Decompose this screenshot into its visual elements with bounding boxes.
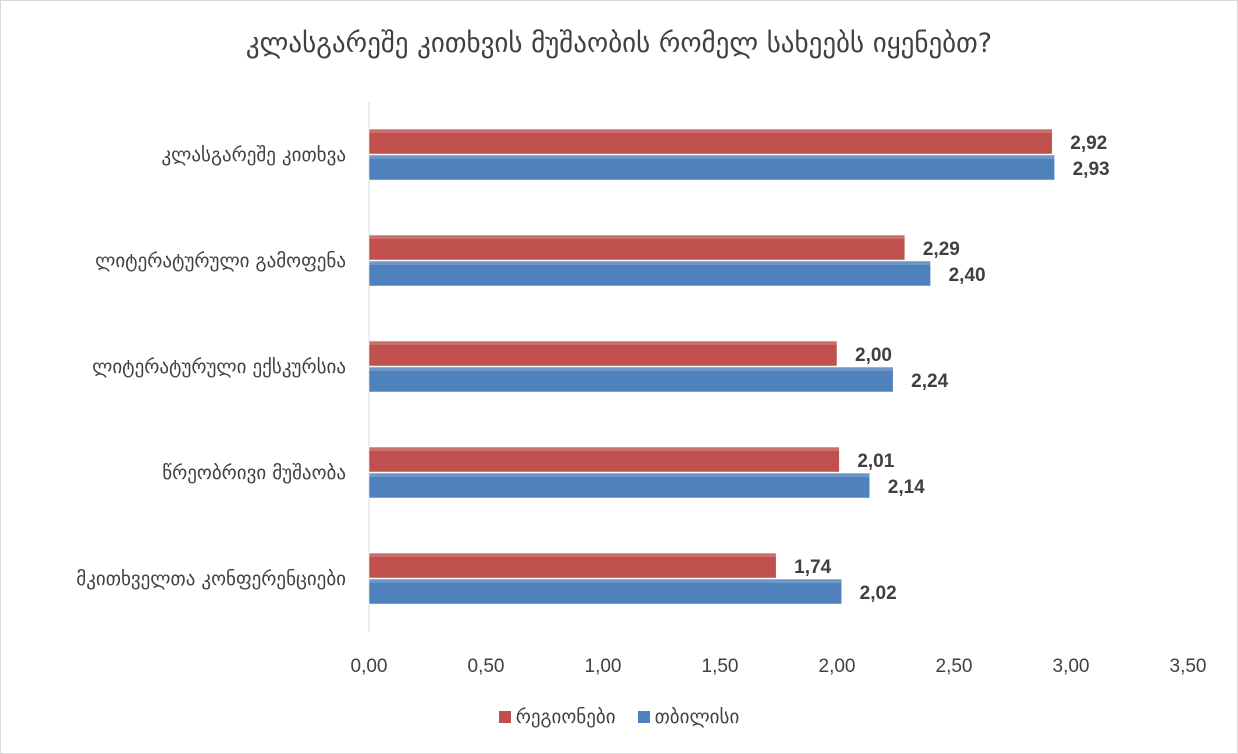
category-label: ლიტერატურული ექსკურსია	[92, 356, 346, 378]
legend-item-tbilisi: თბილისი	[637, 706, 740, 728]
legend-label-regions: რეგიონები	[515, 706, 616, 728]
data-label-tbilisi: 2,02	[860, 583, 897, 604]
data-label-tbilisi: 2,24	[911, 371, 948, 392]
bar-highlight-tbilisi	[369, 367, 894, 371]
category-label: წრეობრივი მუშაობა	[162, 462, 346, 484]
bar-regions	[368, 340, 838, 367]
x-tick-label: 2,00	[819, 656, 856, 677]
bar-highlight-regions	[369, 447, 840, 451]
chart-legend: რეგიონები თბილისი	[0, 706, 1238, 728]
bar-regions	[368, 446, 840, 473]
x-tick-label: 2,50	[936, 656, 973, 677]
bar-highlight-tbilisi	[369, 579, 842, 583]
legend-label-tbilisi: თბილისი	[654, 706, 740, 728]
bar-highlight-tbilisi	[369, 261, 931, 265]
x-tick-label: 3,50	[1170, 656, 1207, 677]
bar-regions	[368, 128, 1053, 155]
bar-highlight-tbilisi	[369, 473, 870, 477]
x-tick-label: 0,00	[351, 656, 388, 677]
x-tick-label: 1,00	[585, 656, 622, 677]
bar-highlight-regions	[369, 553, 777, 557]
legend-swatch-tbilisi	[637, 711, 650, 723]
x-tick-label: 0,50	[468, 656, 505, 677]
bar-tbilisi	[368, 260, 931, 287]
bar-tbilisi	[368, 366, 894, 393]
bar-tbilisi	[368, 154, 1055, 181]
legend-item-regions: რეგიონები	[498, 706, 616, 728]
bar-highlight-regions	[369, 235, 905, 239]
chart-title: კლასგარეშე კითხვის მუშაობის რომელ სახეებ…	[245, 28, 993, 59]
bar-highlight-regions	[369, 341, 837, 345]
data-label-regions: 2,92	[1070, 133, 1107, 154]
category-label: მკითხველთა კონფერენციები	[76, 568, 346, 590]
data-label-tbilisi: 2,93	[1073, 159, 1110, 180]
data-label-tbilisi: 2,14	[888, 477, 925, 498]
bar-regions	[368, 234, 906, 261]
legend-swatch-regions	[498, 711, 511, 723]
bar-regions	[368, 552, 777, 579]
data-label-regions: 2,00	[855, 345, 892, 366]
data-label-regions: 2,29	[923, 239, 960, 260]
x-tick-label: 3,00	[1053, 656, 1090, 677]
bar-tbilisi	[368, 578, 842, 605]
bar-highlight-regions	[369, 129, 1053, 133]
data-label-regions: 2,01	[857, 451, 894, 472]
bar-tbilisi	[368, 472, 871, 499]
x-tick-label: 1,50	[702, 656, 739, 677]
category-label: ლიტერატურული გამოფენა	[95, 250, 346, 272]
category-label: კლასგარეშე კითხვა	[161, 144, 346, 166]
data-label-tbilisi: 2,40	[949, 265, 986, 286]
data-label-regions: 1,74	[794, 557, 831, 578]
bar-highlight-tbilisi	[369, 155, 1055, 159]
